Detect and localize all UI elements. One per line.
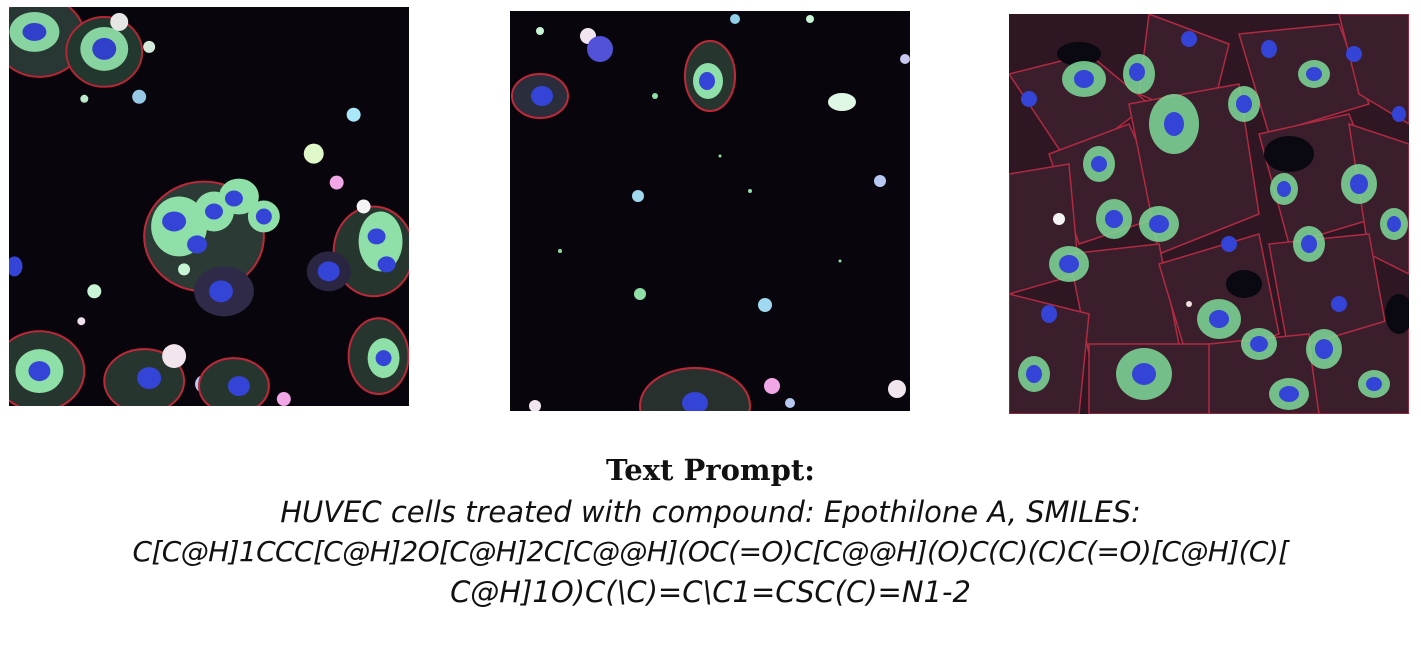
microscopy-image-2: [510, 11, 910, 411]
caption-line-2: C[C@H]1CCC[C@H]2O[C@H]2C[C@@H](OC(=O)C[C…: [0, 532, 1421, 572]
microscopy-image-1-graphic: [9, 7, 409, 406]
caption-line-1: HUVEC cells treated with compound: Epoth…: [0, 492, 1421, 532]
microscopy-image-3: [1009, 14, 1409, 414]
microscopy-image-1: [9, 7, 409, 406]
microscopy-image-3-graphic: [1009, 14, 1409, 414]
caption-line-3: C@H]1O)C(\C)=C\C1=CSC(C)=N1-2: [0, 572, 1421, 612]
caption: Text Prompt: HUVEC cells treated with co…: [0, 448, 1421, 612]
caption-heading: Text Prompt:: [0, 448, 1421, 492]
microscopy-image-2-graphic: [510, 11, 910, 411]
